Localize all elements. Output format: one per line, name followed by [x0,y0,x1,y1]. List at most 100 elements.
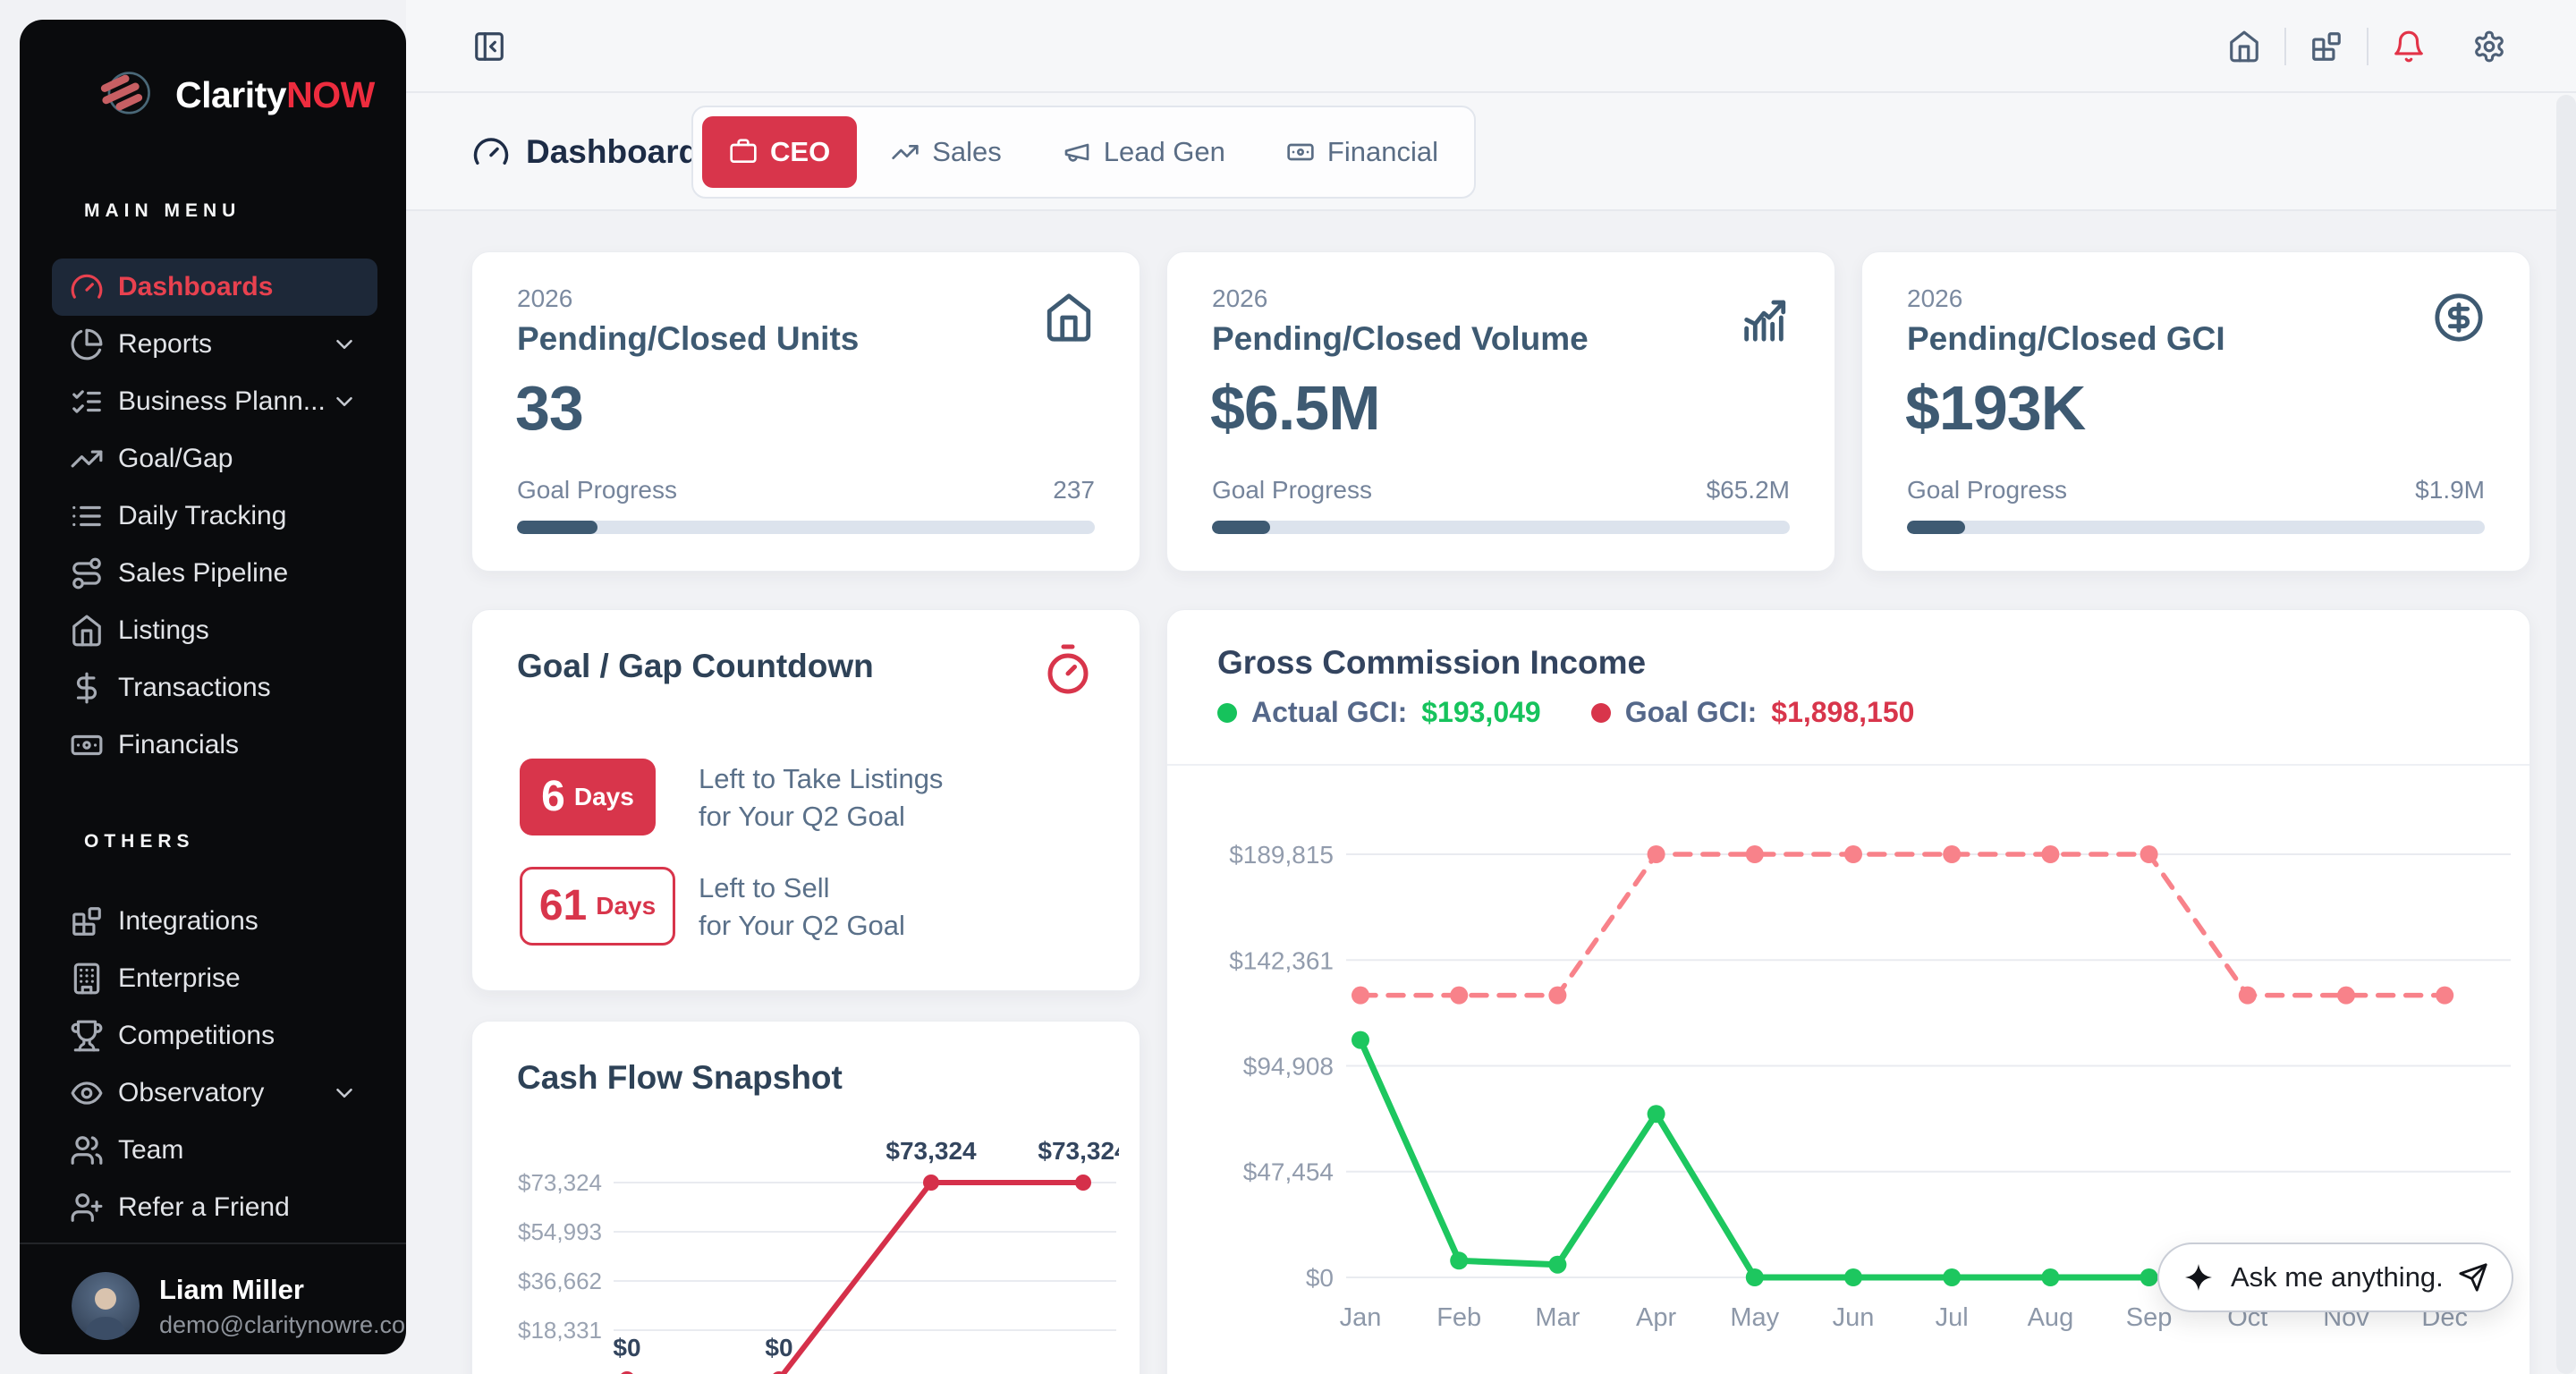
chevron-down-icon [331,331,358,358]
notifications-bell-button[interactable] [2392,30,2426,64]
list-icon [70,499,104,533]
svg-text:$73,324: $73,324 [518,1169,602,1196]
others-menu: Integrations Enterprise Competitions Obs… [20,893,406,1236]
route-icon [70,556,104,590]
svg-text:$0: $0 [613,1334,640,1361]
sparkle-icon [2182,1261,2215,1293]
actual-gci-legend-dot [1217,702,1237,723]
user-name: Liam Miller [159,1273,304,1305]
svg-text:$73,324: $73,324 [886,1137,977,1165]
goal-progress-value: $1.9M [2415,476,2485,504]
svg-text:Jul: Jul [1936,1303,1969,1332]
svg-text:$0: $0 [765,1334,792,1361]
svg-text:Aug: Aug [2028,1303,2074,1332]
goal-progress-label: Goal Progress [1212,476,1372,504]
pie-chart-icon [70,327,104,361]
eye-icon [70,1076,104,1110]
stopwatch-icon [1041,642,1095,696]
gci-legend: Actual GCI: $193,049 Goal GCI: $1,898,15… [1217,696,1914,729]
page-title: Dashboard [526,133,699,170]
ask-ai-bar [2157,1243,2513,1312]
svg-text:$142,361: $142,361 [1229,946,1334,974]
gauge-icon [70,270,104,304]
goal-progress-label: Goal Progress [517,476,677,504]
progress-bar [1212,521,1790,534]
settings-gear-button[interactable] [2472,30,2506,64]
goal-gap-countdown-card: Goal / Gap Countdown 6 Days Left to Take… [471,609,1140,991]
svg-text:Feb: Feb [1436,1303,1481,1332]
tab-ceo[interactable]: CEO [702,116,858,188]
goal-gci-legend-dot [1590,702,1611,723]
home-button[interactable] [2227,30,2261,64]
svg-text:May: May [1730,1303,1779,1332]
stat-title: Pending/Closed GCI [1907,320,2225,357]
svg-text:$189,815: $189,815 [1229,841,1334,869]
svg-text:Sep: Sep [2126,1303,2173,1332]
list-checks-icon [70,385,104,419]
dashboard-tabs: CEO Sales Lead Gen Financial [691,106,1476,199]
topbar-divider [2284,28,2286,65]
goal-progress-label: Goal Progress [1907,476,2067,504]
svg-text:$0: $0 [1306,1264,1334,1292]
collapse-sidebar-button[interactable] [472,30,506,64]
sidebar-item-dashboards[interactable]: Dashboards [52,259,377,316]
goal-gci-value: $1,898,150 [1771,696,1915,728]
sidebar-item-transactions[interactable]: Transactions [52,659,377,717]
topbar [406,0,2576,93]
sidebar-item-observatory[interactable]: Observatory [52,1064,377,1122]
stat-card-volume: 2026 Pending/Closed Volume $6.5M Goal Pr… [1166,251,1835,572]
topbar-divider [2367,28,2368,65]
sidebar-item-sales-pipeline[interactable]: Sales Pipeline [52,545,377,602]
svg-text:Jun: Jun [1833,1303,1875,1332]
stat-year: 2026 [1212,284,1268,312]
tab-sales[interactable]: Sales [864,116,1029,188]
countdown-title: Goal / Gap Countdown [517,648,874,684]
sidebar-item-reports[interactable]: Reports [52,316,377,373]
tab-lead-gen[interactable]: Lead Gen [1036,116,1252,188]
days-left-sell-badge: 61 Days [520,867,675,946]
trophy-icon [70,1019,104,1053]
stat-value: $193K [1905,373,2086,443]
sidebar-item-team[interactable]: Team [52,1122,377,1179]
sidebar-item-goal-gap[interactable]: Goal/Gap [52,430,377,488]
banknote-icon [1286,138,1315,166]
gci-chart-title: Gross Commission Income [1217,644,1647,681]
briefcase-icon [729,138,758,166]
user-profile[interactable]: Liam Miller demo@claritynowre.com [72,1272,406,1340]
sidebar-item-competitions[interactable]: Competitions [52,1007,377,1064]
claritynow-logo-icon [100,72,150,114]
goal-gci-legend-label: Goal GCI: [1624,696,1758,728]
svg-text:$47,454: $47,454 [1243,1158,1334,1186]
goal-progress-value: $65.2M [1706,476,1790,504]
svg-text:$18,331: $18,331 [518,1317,602,1344]
users-icon [70,1133,104,1167]
stat-card-gci: 2026 Pending/Closed GCI $193K Goal Progr… [1861,251,2530,572]
sidebar-item-integrations[interactable]: Integrations [52,893,377,950]
circle-dollar-icon [2433,292,2485,344]
stat-year: 2026 [517,284,573,312]
stat-value: 33 [515,373,584,443]
progress-bar [1907,521,2485,534]
svg-text:$54,993: $54,993 [518,1218,602,1245]
sidebar-item-daily-tracking[interactable]: Daily Tracking [52,488,377,545]
sidebar-item-listings[interactable]: Listings [52,602,377,659]
apps-grid-button[interactable] [2309,30,2343,64]
svg-text:Mar: Mar [1535,1303,1580,1332]
scrollbar[interactable] [2556,95,2576,1374]
send-icon[interactable] [2458,1262,2488,1293]
sidebar-item-financials[interactable]: Financials [52,717,377,774]
sidebar-item-business-planning[interactable]: Business Plann... [52,373,377,430]
banknote-icon [70,728,104,762]
avatar [72,1272,140,1340]
sidebar-item-enterprise[interactable]: Enterprise [52,950,377,1007]
main-menu-section-label: MAIN MENU [84,200,242,221]
ask-input[interactable] [2231,1261,2442,1293]
sidebar-item-refer-a-friend[interactable]: Refer a Friend [52,1179,377,1236]
tab-financial[interactable]: Financial [1259,116,1465,188]
card-divider [1167,764,2529,766]
bar-chart-trend-icon [1738,292,1790,344]
dashboard-gauge-icon [472,133,510,171]
user-email: demo@claritynowre.com [159,1310,406,1338]
main-menu: Dashboards Reports Business Plann... Goa… [20,259,406,774]
stat-year: 2026 [1907,284,1963,312]
